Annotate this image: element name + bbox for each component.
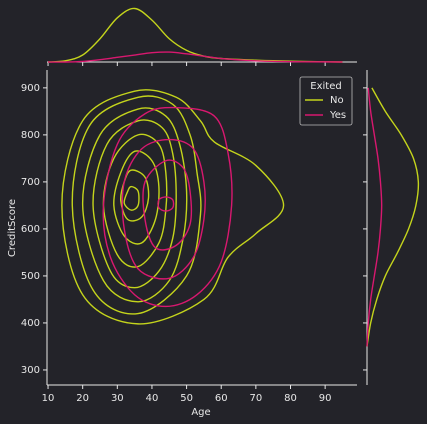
y-tick-label: 300	[21, 365, 40, 376]
contour	[123, 185, 140, 211]
top-density	[48, 51, 343, 63]
contour	[92, 119, 177, 289]
contour	[121, 138, 206, 280]
y-tick-label: 700	[21, 177, 40, 188]
x-tick-label: 50	[180, 393, 193, 404]
legend-title: Exited	[310, 81, 341, 92]
contour	[102, 106, 233, 308]
x-tick-label: 20	[76, 393, 89, 404]
top-density	[47, 7, 343, 63]
contour	[113, 150, 160, 245]
y-axis-label: CreditScore	[7, 199, 18, 257]
legend-box	[299, 76, 353, 126]
y-tick-label: 900	[21, 83, 40, 94]
x-tick-label: 40	[146, 393, 159, 404]
right-density	[366, 87, 383, 347]
contour	[71, 95, 202, 315]
x-tick-label: 60	[215, 393, 228, 404]
x-tick-label: 30	[111, 393, 124, 404]
right-density	[366, 87, 420, 347]
contour	[157, 196, 175, 212]
y-tick-label: 600	[21, 224, 40, 235]
y-tick-label: 500	[21, 271, 40, 282]
legend-label: No	[330, 95, 344, 106]
x-tick-label: 70	[249, 393, 262, 404]
contour	[61, 89, 285, 325]
x-tick-label: 80	[284, 393, 297, 404]
y-tick-label: 400	[21, 318, 40, 329]
contour	[142, 159, 193, 251]
y-tick-label: 800	[21, 130, 40, 141]
x-tick-label: 90	[319, 393, 332, 404]
legend-label: Yes	[329, 110, 346, 121]
x-axis-label: Age	[191, 407, 210, 418]
x-tick-label: 10	[42, 393, 55, 404]
contour	[81, 107, 188, 303]
